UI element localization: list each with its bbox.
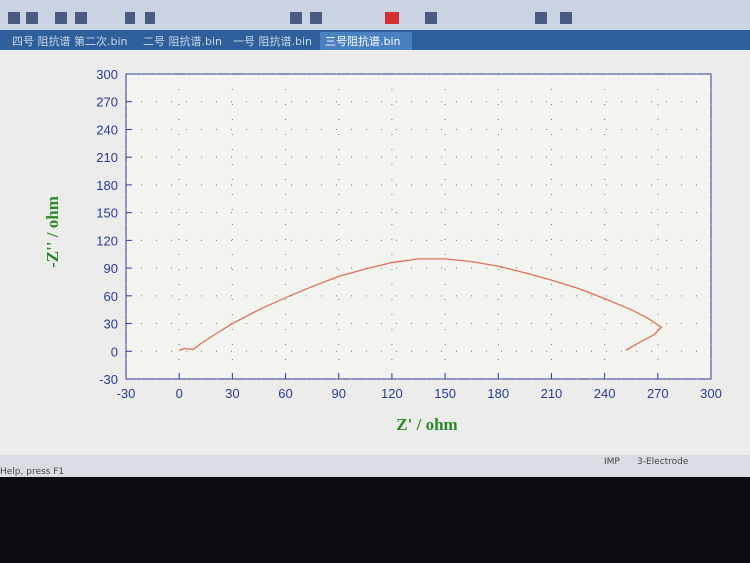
y-tick-label: 90 (104, 261, 118, 276)
x-tick-label: -30 (117, 386, 136, 401)
x-tick-label: 90 (331, 386, 345, 401)
plot-frame (125, 73, 712, 380)
y-tick-label: 270 (96, 95, 118, 110)
x-tick-label: 270 (647, 386, 669, 401)
data-line (178, 258, 663, 351)
x-tick-label: 180 (487, 386, 509, 401)
y-tick-label: 60 (104, 289, 118, 304)
y-tick-label: 0 (111, 344, 118, 359)
y-tick-label: 150 (96, 206, 118, 221)
y-tick-label: 180 (96, 178, 118, 193)
x-tick-label: 240 (594, 386, 616, 401)
toolbar-icons (8, 12, 572, 24)
y-tick-label: -30 (99, 372, 118, 387)
toolbar (0, 0, 750, 30)
x-tick-label: 60 (278, 386, 292, 401)
x-tick-label: 300 (700, 386, 722, 401)
y-tick-label: 210 (96, 150, 118, 165)
y-tick-label: 240 (96, 122, 118, 137)
y-axis-label: -Z'' / ohm (43, 196, 62, 268)
plot: Z' / ohm -Z'' / ohm -30 0 30 60 90 120 150 180 2… (43, 67, 722, 434)
x-tick-label: 0 (176, 386, 183, 401)
status-electrode: 3-Electrode (637, 457, 689, 467)
x-tick-label: 30 (225, 386, 239, 401)
x-tick-label: 120 (381, 386, 403, 401)
x-tick-label: 150 (434, 386, 456, 401)
tab[interactable]: 三号阻抗谱.bin (325, 34, 401, 48)
x-tick-label: 210 (541, 386, 563, 401)
y-tick-label: 30 (104, 317, 118, 332)
status-bar (0, 455, 750, 477)
tab[interactable]: 二号 阻抗谱.bin (143, 34, 222, 48)
tab[interactable]: 四号 阻抗谱 第二次.bin (12, 34, 128, 48)
status-mode: IMP (604, 457, 620, 467)
active-tab-bg (320, 32, 412, 50)
status-help: Help, press F1 (0, 467, 64, 477)
x-axis-label: Z' / ohm (396, 415, 457, 434)
y-tick-label: 120 (96, 233, 118, 248)
tab[interactable]: 一号 阻抗谱.bin (233, 34, 312, 48)
y-tick-label: 300 (96, 67, 118, 82)
